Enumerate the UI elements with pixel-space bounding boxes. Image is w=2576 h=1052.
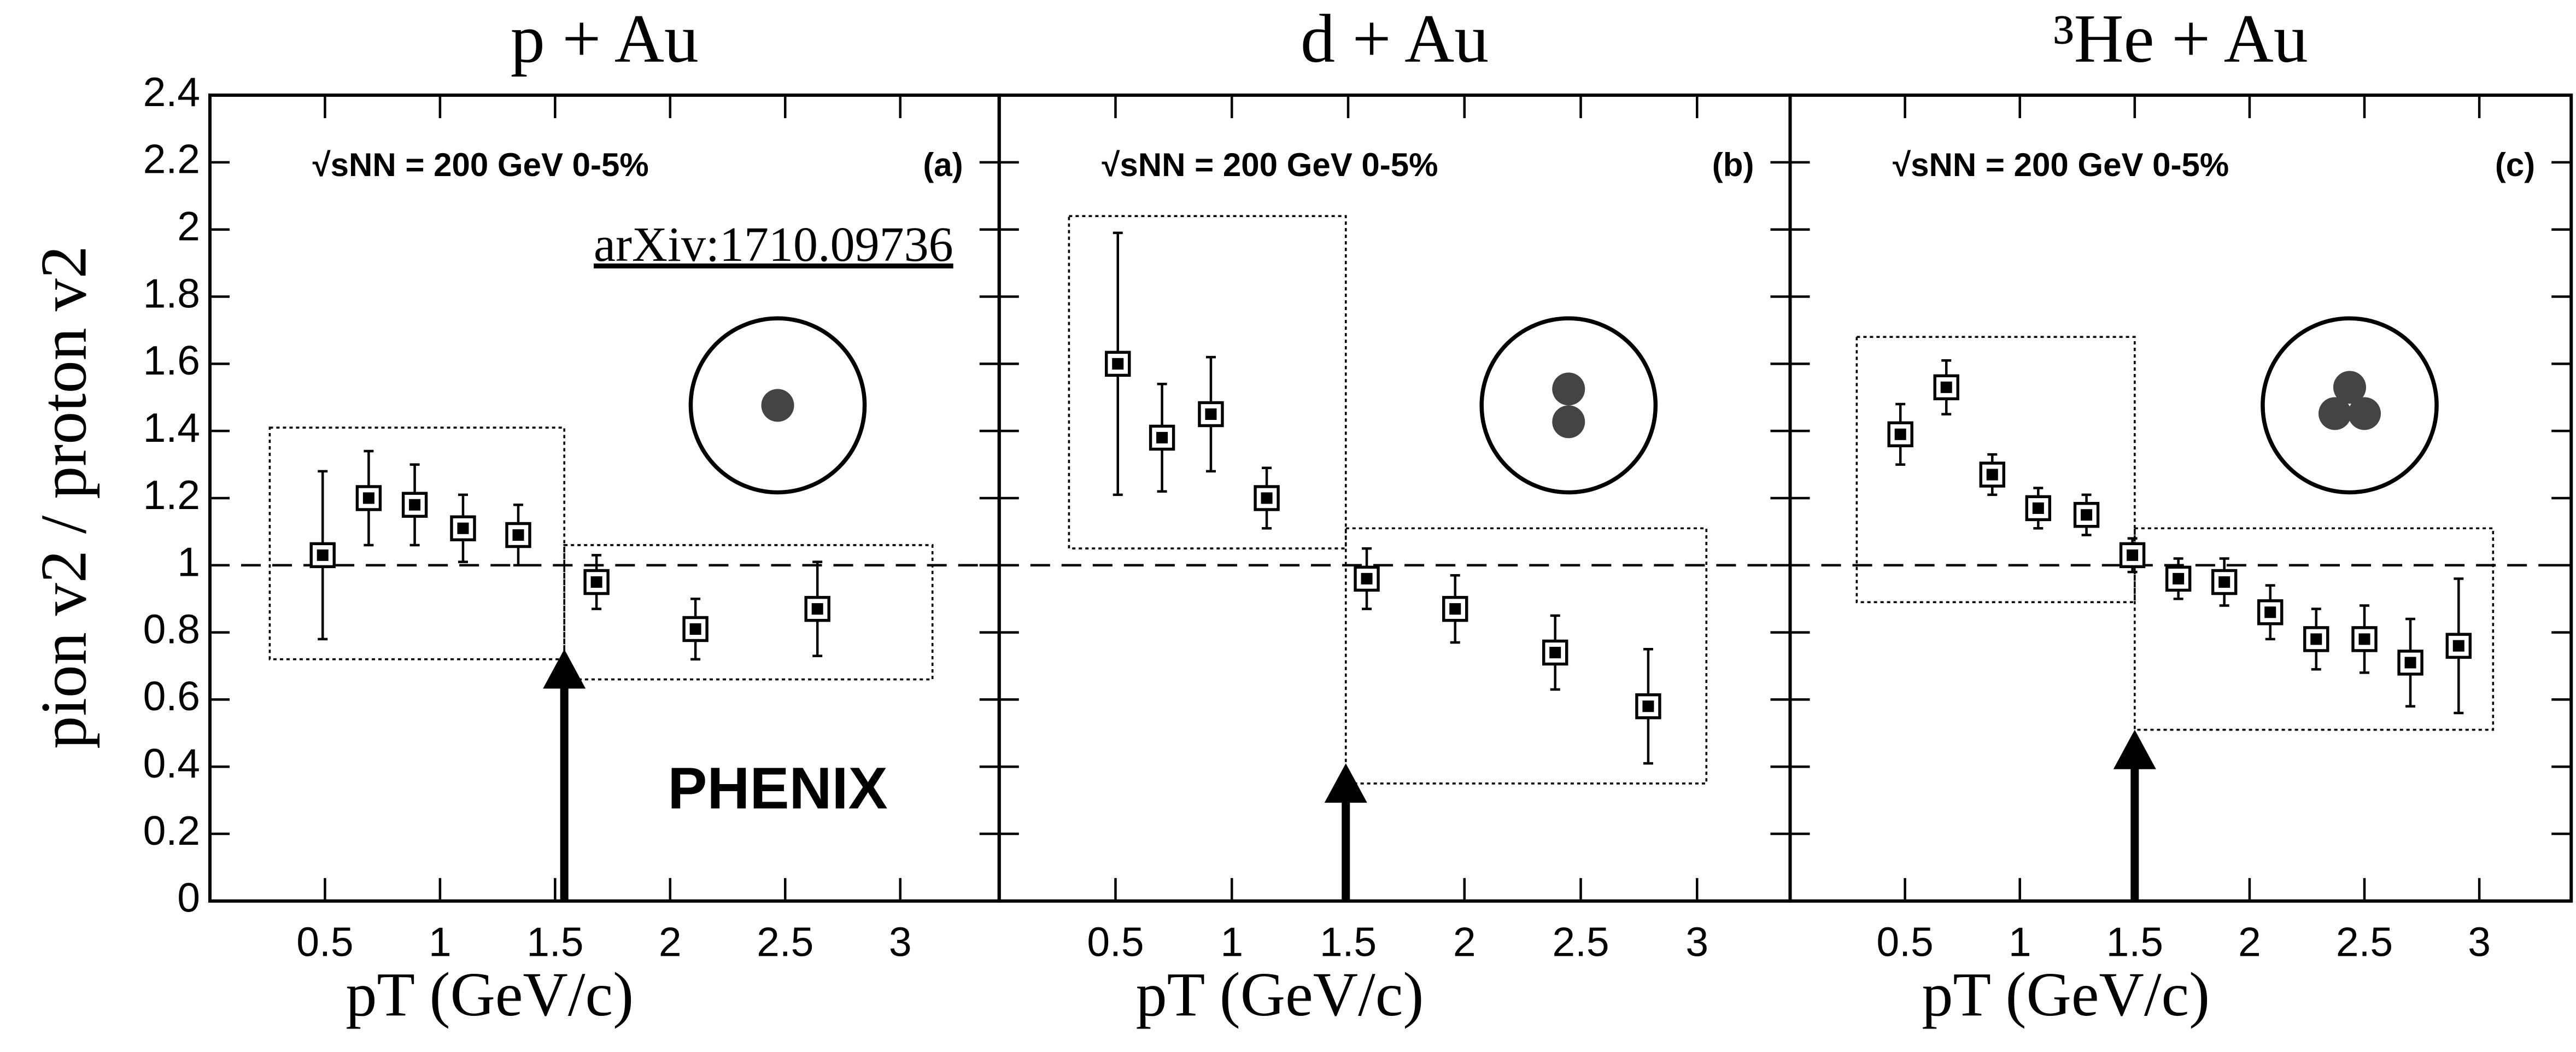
energy-label: √sNN = 200 GeV 0-5% [1893, 147, 2229, 183]
x-tick-label: 2.5 [2336, 919, 2393, 965]
x-tick-label: 1 [1220, 919, 1243, 965]
marker [1261, 492, 1273, 504]
x-tick-label: 3 [889, 919, 912, 965]
arrow-head [543, 649, 586, 689]
marker [2452, 640, 2464, 652]
marker [2081, 509, 2093, 521]
energy-label: √sNN = 200 GeV 0-5% [313, 147, 649, 183]
marker [2264, 606, 2276, 618]
x-tick-label: 2 [659, 919, 682, 965]
x-tick-label: 0.5 [296, 919, 353, 965]
marker-box [2351, 626, 2378, 652]
experiment-label: PHENIX [668, 755, 887, 821]
panel-label: (b) [1712, 147, 1754, 183]
marker-box [2073, 501, 2100, 528]
y-tick-label: 2.4 [143, 69, 200, 115]
group-box [1344, 527, 1708, 785]
y-tick-label: 0.4 [143, 740, 200, 786]
marker [1205, 408, 1217, 420]
x-tick-label: 2.5 [757, 919, 813, 965]
marker [409, 499, 421, 511]
y-tick-label: 1.4 [143, 405, 200, 451]
arrow-head [1324, 763, 1367, 803]
nucleon-icon [1552, 372, 1585, 406]
x-tick-label: 3 [2468, 919, 2491, 965]
nucleon-icon [1552, 405, 1585, 439]
marker [362, 492, 374, 504]
y-tick-label: 1 [177, 539, 200, 585]
panel-title: ³He + Au [2053, 1, 2308, 77]
x-axis-label: pT (GeV/c) [1136, 960, 1424, 1029]
marker-box [2025, 495, 2052, 522]
marker [1112, 358, 1124, 370]
group-box [268, 426, 565, 661]
energy-label: √sNN = 200 GeV 0-5% [1102, 147, 1438, 183]
x-tick-label: 0.5 [1876, 919, 1933, 965]
nucleon-icon [2318, 397, 2352, 430]
x-tick-label: 1 [2009, 919, 2031, 965]
marker [1986, 469, 1998, 481]
y-tick-label: 2.2 [143, 136, 200, 182]
marker [811, 603, 823, 615]
marker [512, 529, 524, 541]
x-axis-label: pT (GeV/c) [346, 960, 634, 1029]
nucleus-icon [2261, 316, 2439, 495]
marker [1449, 603, 1461, 615]
y-tick-label: 0.8 [143, 606, 200, 652]
marker [2127, 549, 2139, 561]
y-tick-label: 0 [177, 875, 200, 921]
marker [2404, 657, 2416, 669]
nucleon-icon [2333, 371, 2367, 404]
y-tick-label: 0.6 [143, 673, 200, 719]
group-box [2134, 527, 2495, 731]
group-box [1855, 336, 2136, 604]
x-axis-label: pT (GeV/c) [1922, 960, 2210, 1029]
panel-title: p + Au [511, 1, 699, 77]
x-tick-label: 2.5 [1552, 919, 1609, 965]
panel-title: d + Au [1301, 1, 1489, 77]
group-box [1068, 215, 1347, 550]
panel-label: (c) [2495, 147, 2535, 183]
arrow-head [2113, 729, 2156, 769]
y-tick-label: 2 [177, 203, 200, 249]
plot-frame [1788, 93, 2573, 903]
x-tick-label: 1.5 [2106, 919, 2163, 965]
marker [2032, 502, 2044, 514]
marker [1156, 431, 1168, 443]
x-tick-label: 3 [1685, 919, 1708, 965]
marker [2310, 633, 2322, 645]
x-tick-label: 1.5 [526, 919, 583, 965]
panel-label: (a) [923, 147, 963, 183]
marker [1894, 428, 1906, 440]
marker [1940, 381, 1952, 393]
marker [689, 623, 701, 635]
x-tick-label: 0.5 [1087, 919, 1144, 965]
marker [2173, 572, 2185, 585]
y-axis-label: pion v2 / proton v2 [27, 246, 99, 749]
y-tick-label: 1.6 [143, 337, 200, 383]
y-tick-label: 1.2 [143, 472, 200, 518]
x-tick-label: 2 [1453, 919, 1476, 965]
marker [317, 549, 329, 561]
y-tick-label: 1.8 [143, 270, 200, 316]
marker [1549, 646, 1561, 658]
marker [1361, 572, 1373, 585]
group-box [563, 544, 934, 681]
marker [2358, 633, 2370, 645]
marker-box [2211, 569, 2238, 595]
x-tick-label: 1.5 [1320, 919, 1377, 965]
nucleon-icon [761, 389, 794, 422]
marker [2218, 576, 2230, 588]
arxiv-label: arXiv:1710.09736 [594, 218, 953, 272]
y-tick-label: 0.2 [143, 808, 200, 854]
marker [1642, 700, 1654, 712]
x-tick-label: 2 [2238, 919, 2261, 965]
nucleon-icon [2348, 397, 2381, 430]
x-tick-label: 1 [429, 919, 452, 965]
marker [590, 576, 602, 588]
marker [457, 522, 469, 534]
